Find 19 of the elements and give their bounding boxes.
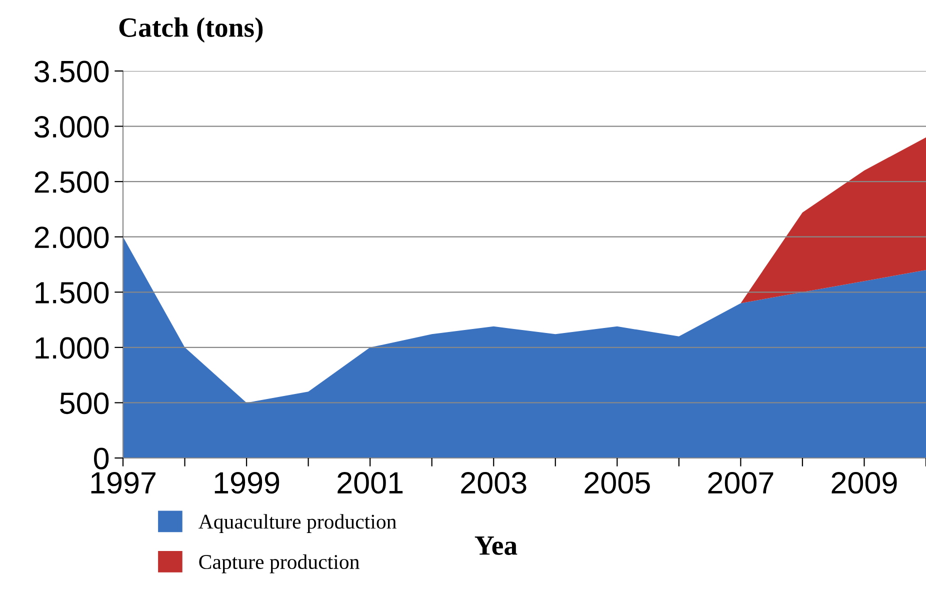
x-tick-label: 2001 bbox=[338, 472, 403, 494]
x-tick-label: 1999 bbox=[214, 472, 280, 494]
legend-label: Aquaculture production bbox=[198, 514, 396, 533]
legend-label: Capture production bbox=[199, 554, 360, 574]
y-tick-label: 3.000 bbox=[34, 116, 109, 138]
x-tick-label: 2009 bbox=[832, 472, 897, 494]
x-tick-label: 2005 bbox=[584, 472, 650, 494]
y-tick-label: 2.500 bbox=[34, 171, 109, 193]
x-tick-label: 2003 bbox=[461, 472, 526, 494]
y-axis-title: Catch (tons) bbox=[119, 17, 263, 43]
y-tick-label: 3.500 bbox=[34, 60, 109, 82]
y-tick-label: 0 bbox=[94, 448, 109, 470]
y-tick-label: 1.000 bbox=[36, 337, 109, 359]
x-tick-label: 2007 bbox=[708, 472, 774, 494]
y-tick-label: 1.500 bbox=[36, 282, 109, 304]
x-axis-title: Yea bbox=[474, 536, 518, 555]
x-tick-label: 1997 bbox=[91, 472, 156, 494]
y-tick-label: 2.000 bbox=[34, 226, 109, 248]
y-tick-label: 500 bbox=[60, 392, 109, 414]
